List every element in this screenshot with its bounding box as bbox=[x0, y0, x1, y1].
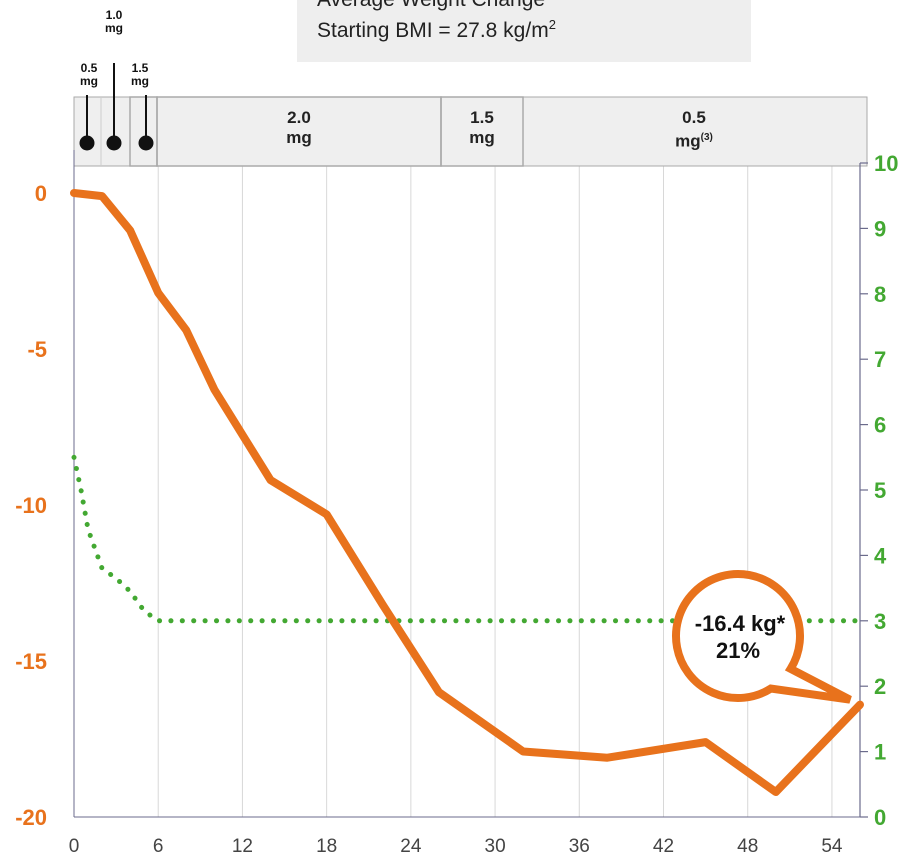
y-left-tick-label: -15 bbox=[15, 649, 47, 674]
dose-band-label: 2.0 mg bbox=[286, 108, 312, 147]
titration-dose-label: 0.5 mg bbox=[80, 61, 98, 88]
x-tick-label: 6 bbox=[153, 836, 164, 853]
y-right-tick-label: 8 bbox=[874, 282, 886, 307]
y-left-tick-label: -10 bbox=[15, 493, 47, 518]
x-tick-label: 0 bbox=[69, 836, 80, 853]
y-left-tick-label: 0 bbox=[35, 181, 47, 206]
y-right-tick-label: 6 bbox=[874, 413, 886, 438]
x-tick-label: 30 bbox=[485, 836, 506, 853]
x-tick-label: 36 bbox=[569, 836, 590, 853]
y-right-tick-label: 3 bbox=[874, 609, 886, 634]
y-right-tick-label: 9 bbox=[874, 216, 886, 241]
titration-dose-label: 1.5 mg bbox=[131, 61, 149, 88]
titration-dose-label: 1.0 mg bbox=[105, 8, 123, 35]
y-right-tick-label: 5 bbox=[874, 478, 886, 503]
callout-percent: 21% bbox=[716, 638, 760, 663]
dose-band-outline bbox=[440, 96, 524, 167]
x-tick-label: 12 bbox=[232, 836, 253, 853]
callout-weight-change: -16.4 kg* bbox=[695, 611, 786, 636]
y-left-tick-label: -5 bbox=[27, 337, 47, 362]
y-right-tick-label: 1 bbox=[874, 740, 886, 765]
y-right-tick-label: 10 bbox=[874, 151, 898, 176]
titration-marker bbox=[138, 135, 154, 151]
y-right-tick-label: 7 bbox=[874, 347, 886, 372]
x-tick-label: 48 bbox=[737, 836, 758, 853]
starting-bmi: Starting BMI = 27.8 kg/m2 bbox=[317, 17, 556, 43]
y-right-tick-label: 2 bbox=[874, 674, 886, 699]
starting-bmi-sup: 2 bbox=[548, 17, 556, 32]
series-dotted-line bbox=[71, 454, 863, 624]
dose-band-footnote: (3) bbox=[700, 132, 713, 143]
info-title: Average Weight Change bbox=[317, 0, 545, 12]
callout-bubble bbox=[672, 570, 852, 704]
info-box: Average Weight Change Starting BMI = 27.… bbox=[297, 0, 751, 62]
x-tick-label: 42 bbox=[653, 836, 674, 853]
dose-band-label: 0.5 mg(3) bbox=[675, 108, 713, 151]
y-right-tick-label: 0 bbox=[874, 805, 886, 830]
x-tick-label: 24 bbox=[400, 836, 422, 853]
series-weight-line bbox=[70, 189, 864, 797]
x-tick-label: 18 bbox=[316, 836, 337, 853]
dose-strip bbox=[73, 96, 868, 167]
titration-marker bbox=[79, 135, 95, 151]
x-tick-label: 54 bbox=[821, 836, 843, 853]
starting-bmi-text: Starting BMI = 27.8 kg/m bbox=[317, 19, 549, 42]
y-left-tick-label: -20 bbox=[15, 805, 47, 830]
dose-band-label: 1.5 mg bbox=[469, 108, 495, 147]
y-right-tick-label: 4 bbox=[874, 543, 887, 568]
titration-marker bbox=[106, 135, 122, 151]
